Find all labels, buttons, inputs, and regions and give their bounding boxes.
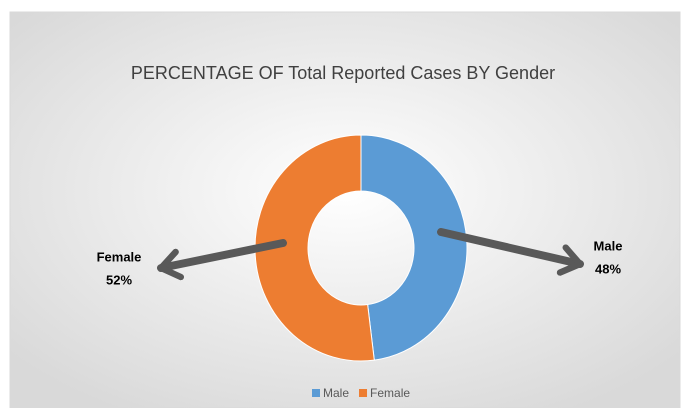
- legend-label: Female: [370, 386, 410, 400]
- donut: [254, 134, 468, 362]
- arrow: [437, 228, 584, 276]
- legend-swatch: [312, 389, 320, 397]
- data-labels: Male 48% Female 52%: [97, 238, 623, 287]
- data-label-name: Male: [594, 238, 623, 253]
- slice: [360, 134, 468, 361]
- legend-swatch: [359, 389, 368, 397]
- legend-label: Male: [323, 386, 349, 400]
- legend: Male Female: [312, 386, 410, 400]
- slice: [254, 134, 375, 362]
- arrow: [157, 239, 287, 281]
- data-label-value: 48%: [595, 261, 621, 276]
- data-label-name: Female: [97, 249, 142, 264]
- chart-title: PERCENTAGE OF Total Reported Cases BY Ge…: [131, 63, 555, 83]
- data-label-value: 52%: [106, 272, 132, 287]
